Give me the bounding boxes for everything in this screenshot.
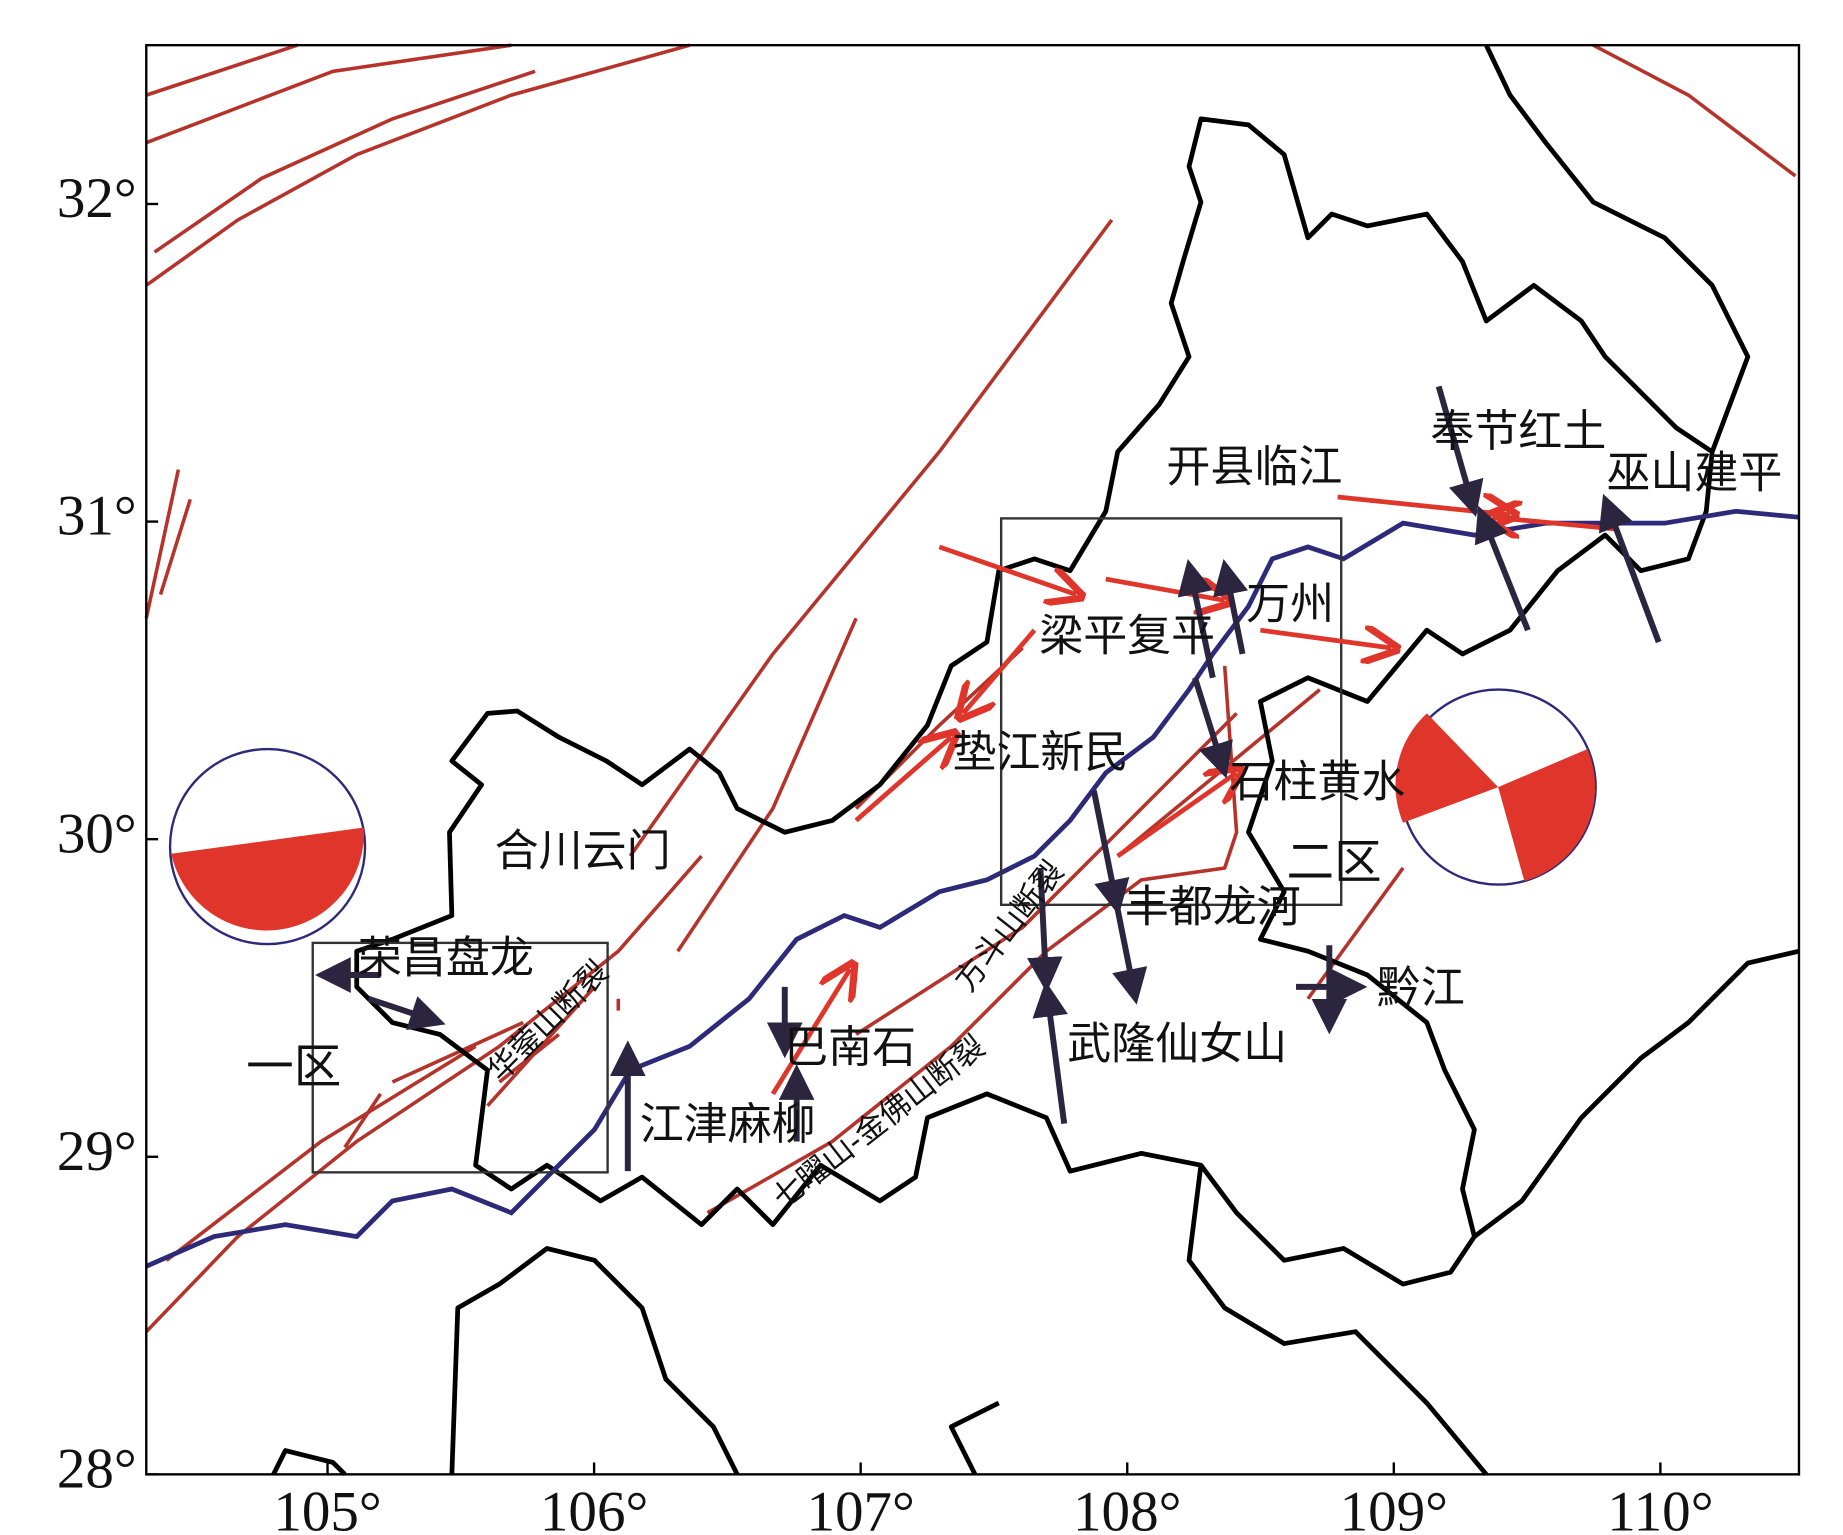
station-label: 合川云门 (495, 826, 671, 877)
station-label: 荣昌盘龙 (358, 933, 534, 984)
stress-arrows (315, 385, 1662, 1172)
y-tick-label: 31° (57, 485, 137, 548)
station-label: 武隆仙女山 (1067, 1018, 1287, 1069)
x-tick-label: 110° (1607, 1480, 1713, 1535)
x-tick-label: 105° (273, 1480, 381, 1535)
station-label: 开县临江 (1166, 442, 1342, 493)
x-tick-label: 106° (540, 1480, 648, 1535)
y-tick-label: 32° (57, 167, 137, 230)
y-tick-label: 29° (57, 1120, 137, 1183)
station-label: 垫江新民 (952, 727, 1128, 778)
zone-label: 二区 (1287, 836, 1382, 891)
river (145, 508, 1800, 1269)
station-label: 江津麻柳 (640, 1099, 816, 1150)
station-label: 丰都龙河 (1125, 882, 1301, 933)
boundary (271, 44, 1800, 1477)
station-label: 巴南石 (784, 1022, 916, 1073)
x-tick-label: 108° (1073, 1480, 1181, 1535)
x-tick-label: 107° (806, 1480, 914, 1535)
y-tick-label: 28° (57, 1437, 137, 1500)
station-label: 梁平复平 (1039, 610, 1215, 661)
faults (144, 43, 1797, 1333)
y-tick-label: 30° (57, 802, 137, 865)
province-boundary (354, 116, 1715, 1287)
map-frame (145, 43, 1801, 1476)
station-label: 奉节红土 (1430, 406, 1606, 457)
station-label: 万州 (1246, 578, 1334, 629)
station-label: 黔江 (1377, 962, 1465, 1013)
zone-boxes (311, 517, 1343, 1174)
station-label: 巫山建平 (1606, 448, 1782, 499)
x-tick-label: 109° (1340, 1480, 1448, 1535)
focal-mechanisms (168, 688, 1597, 946)
station-label: 石柱黄水 (1229, 757, 1405, 808)
zone-label: 一区 (246, 1040, 341, 1095)
fault-label: 方斗山断裂 (948, 855, 1072, 999)
